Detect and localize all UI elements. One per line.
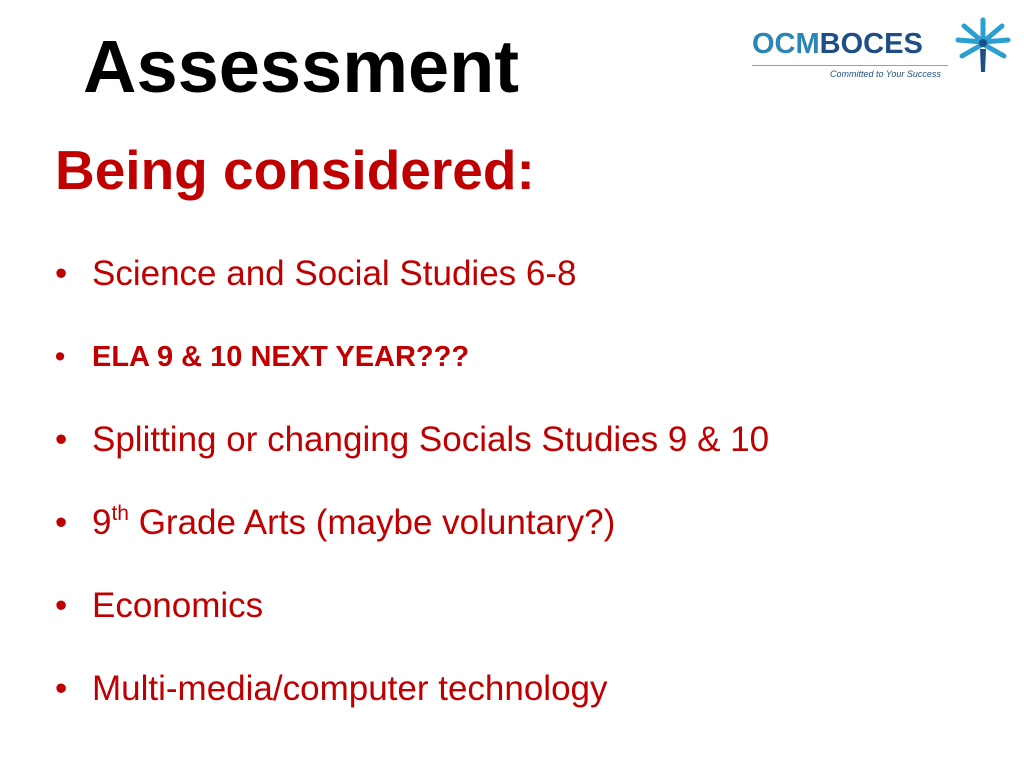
list-item-text: Multi-media/computer technology [92, 669, 608, 708]
slide-subtitle: Being considered: [55, 139, 535, 201]
logo-divider [752, 65, 948, 66]
list-item-ordinal: 9 [92, 503, 112, 542]
starburst-person-icon [955, 17, 1011, 72]
logo-boces: BOCES [819, 28, 923, 60]
list-item: • Science and Social Studies 6-8 [55, 250, 769, 333]
list-item-text: Grade Arts (maybe voluntary?) [128, 503, 616, 542]
bullet-icon: • [55, 341, 66, 373]
bullet-icon: • [55, 503, 68, 542]
logo-tagline: Committed to Your Success [830, 69, 941, 79]
ordinal-suffix: th [111, 502, 129, 525]
list-item: • Economics [55, 582, 769, 665]
list-item-text: Economics [92, 586, 264, 625]
bullet-icon: • [55, 586, 68, 625]
bullet-icon: • [55, 669, 68, 708]
bullet-list: • Science and Social Studies 6-8 • ELA 9 &… [55, 250, 769, 748]
list-item-text: ELA 9 & 10 NEXT YEAR??? [92, 341, 470, 373]
list-item: • Multi-media/computer technology [55, 665, 769, 748]
list-item: • ELA 9 & 10 NEXT YEAR??? [55, 333, 769, 416]
ocmboces-logo: OCMBOCES Committed to Your Success [752, 16, 1014, 80]
list-item: • Splitting or changing Socials Studies 9… [55, 416, 769, 499]
bullet-icon: • [55, 420, 68, 459]
list-item-text: Science and Social Studies 6-8 [92, 254, 577, 293]
slide-title: Assessment [83, 25, 520, 108]
logo-wordmark: OCMBOCES [752, 30, 923, 59]
list-item: • 9th Grade Arts (maybe voluntary?) [55, 499, 769, 582]
logo-ocm: OCM [752, 28, 820, 60]
list-item-text: Splitting or changing Socials Studies 9 … [92, 420, 770, 459]
bullet-icon: • [55, 254, 68, 293]
